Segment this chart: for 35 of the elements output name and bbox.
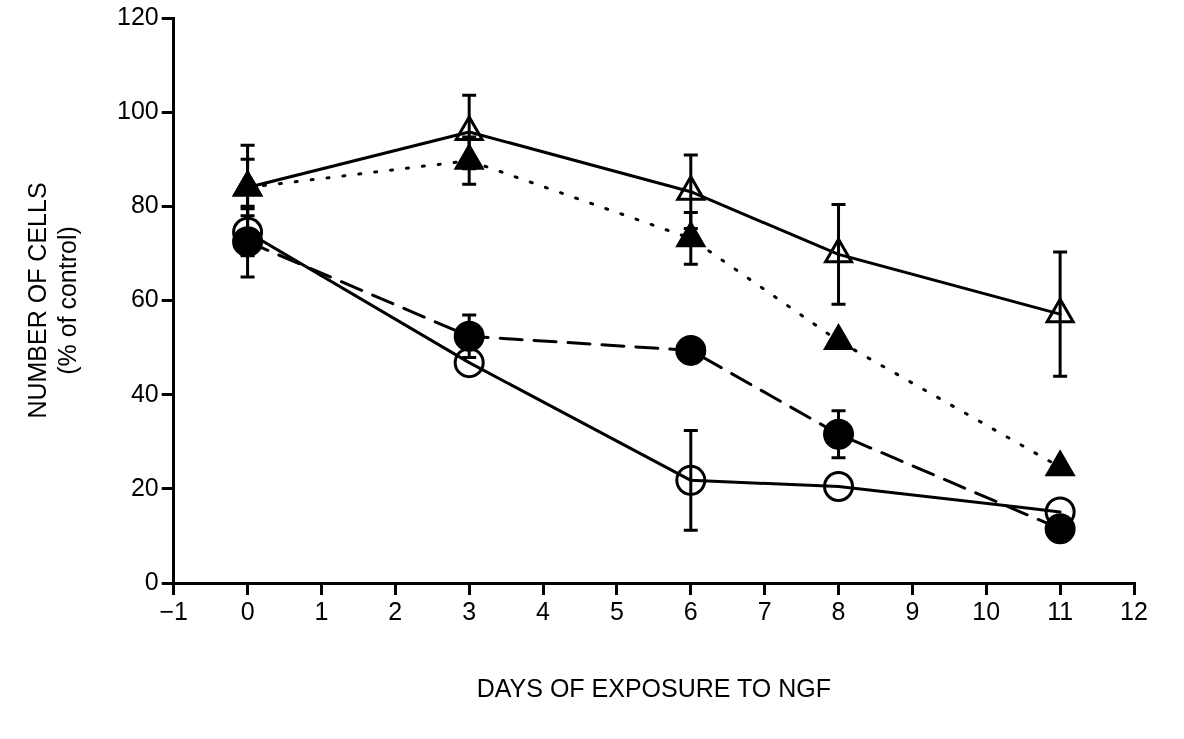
- point: [453, 347, 485, 379]
- point: [454, 115, 484, 141]
- x-tick-label: 4: [536, 596, 551, 625]
- point: [676, 221, 706, 248]
- x-tick-label: 0: [240, 596, 255, 625]
- x-tick-label: 3: [462, 596, 477, 625]
- y-tick-label: 40: [130, 378, 159, 407]
- y-axis-title: NUMBER OF CELLS (% of control): [22, 182, 81, 419]
- x-tick-label: 2: [388, 596, 403, 625]
- x-tick-label: −1: [159, 596, 188, 625]
- y-tick-label: 120: [116, 1, 159, 30]
- x-tick-label: 6: [683, 596, 698, 625]
- x-tick-label: 11: [1047, 596, 1074, 625]
- x-tick-label: 9: [905, 596, 920, 625]
- y-tick-label: 80: [130, 190, 159, 219]
- x-tick-label: 1: [314, 596, 329, 625]
- point: [823, 418, 855, 450]
- y-tick-label: 60: [130, 284, 159, 313]
- point: [1045, 297, 1075, 324]
- point: [675, 464, 707, 496]
- point: [823, 470, 855, 502]
- point: [454, 144, 484, 170]
- x-tick-label: 10: [972, 596, 1001, 625]
- point: [676, 175, 706, 201]
- y-tick-label: 20: [130, 472, 159, 501]
- point: [824, 237, 854, 264]
- x-axis-title: DAYS OF EXPOSURE TO NGF: [476, 673, 831, 702]
- x-tick-label: 7: [757, 596, 772, 625]
- y-tick-label: 100: [116, 96, 159, 125]
- x-tick-label: 8: [831, 596, 846, 625]
- point: [675, 334, 707, 366]
- x-tick-label: 5: [609, 596, 624, 625]
- y-tick-label: 0: [144, 566, 159, 595]
- x-tick-label: 12: [1120, 596, 1148, 625]
- point: [453, 320, 485, 352]
